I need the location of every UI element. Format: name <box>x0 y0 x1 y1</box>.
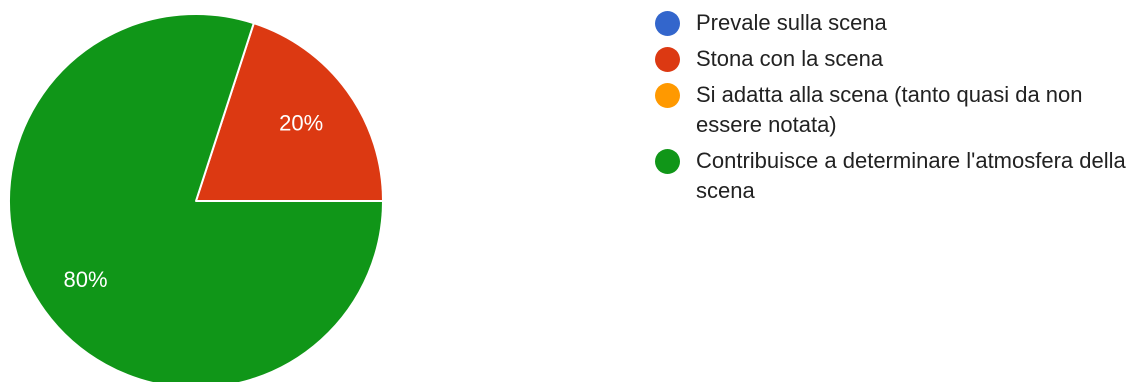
pie-slice-label-contribuisce-a-determinare-l-atmosfera-della-scena: 80% <box>64 267 108 292</box>
legend-item-contribuisce-a-determinare-l-atmosfera-della-scena: Contribuisce a determinare l'atmosfera d… <box>655 146 1135 206</box>
legend-item-prevale-sulla-scena: Prevale sulla scena <box>655 8 1135 38</box>
legend-label: Stona con la scena <box>696 46 884 71</box>
pie-chart: 20% 80% <box>8 13 384 387</box>
legend-swatch-icon <box>655 47 680 72</box>
pie-chart-area: 20% 80% <box>8 13 384 387</box>
legend-label: Si adatta alla scena (tanto quasi da non… <box>696 82 1083 137</box>
legend-swatch-icon <box>655 149 680 174</box>
legend-item-si-adatta-alla-scena-tanto-quasi-da-non-essere-notata: Si adatta alla scena (tanto quasi da non… <box>655 80 1135 140</box>
legend-label: Prevale sulla scena <box>696 10 887 35</box>
pie-slice-stona-con-la-scena <box>195 22 384 202</box>
legend-label: Contribuisce a determinare l'atmosfera d… <box>696 148 1126 203</box>
pie-slice-label-stona-con-la-scena: 20% <box>279 110 323 135</box>
legend-swatch-icon <box>655 83 680 108</box>
legend-swatch-icon <box>655 11 680 36</box>
chart-legend: Prevale sulla scena Stona con la scena Si … <box>655 8 1135 212</box>
pie-slice-contribuisce-a-determinare-l-atmosfera-della-scena <box>8 13 384 387</box>
legend-item-stona-con-la-scena: Stona con la scena <box>655 44 1135 74</box>
